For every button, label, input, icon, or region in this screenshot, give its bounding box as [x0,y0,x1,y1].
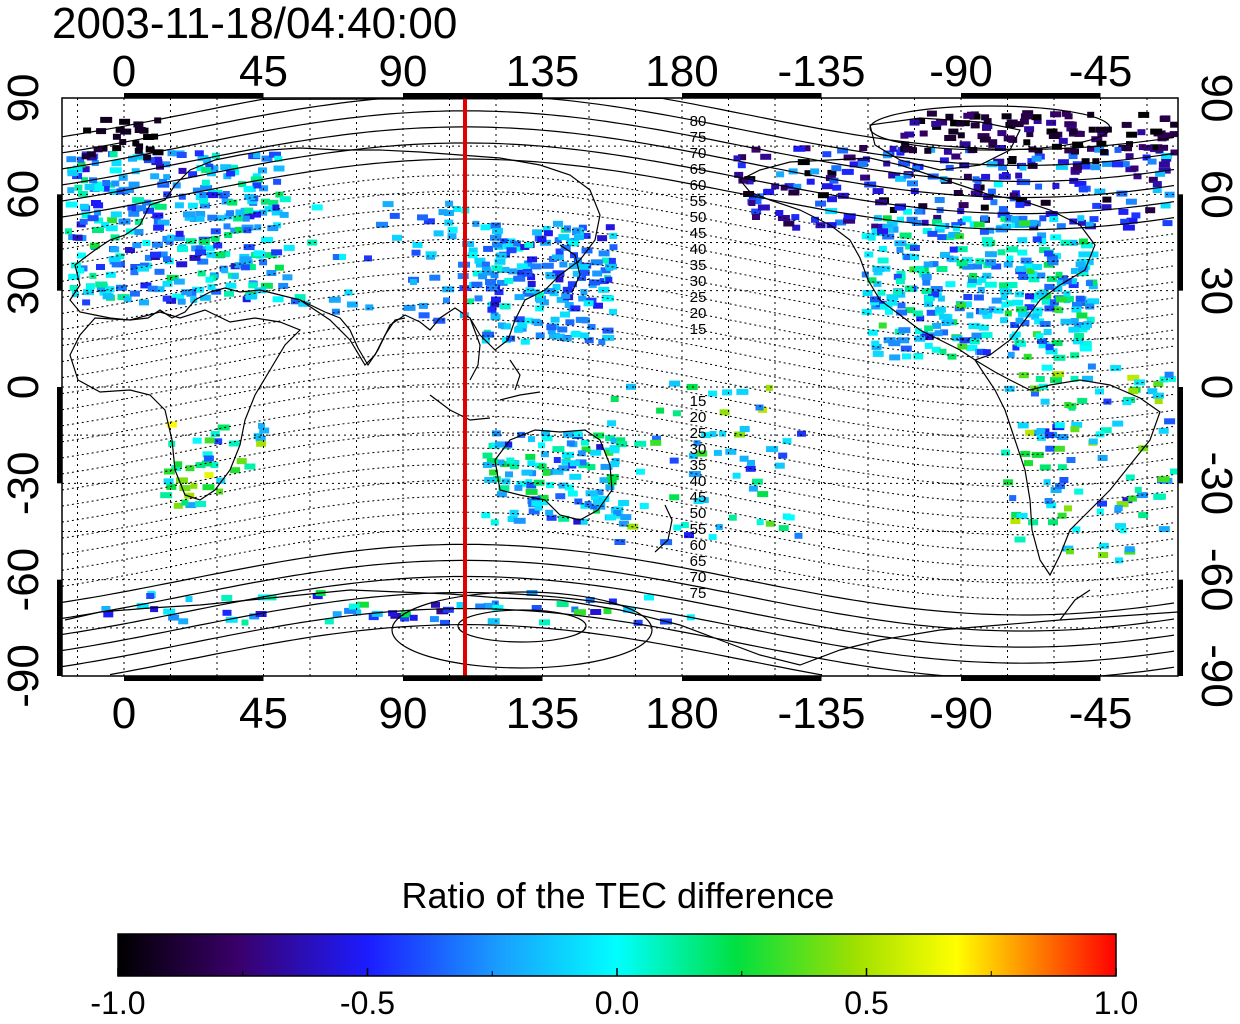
right-lat-tick-label: 60 [1192,170,1240,219]
left-latitude-ticks: 90 60 30 0 -30 -60 -90 [0,74,48,708]
contour-label-north: 45 [690,225,707,242]
colorbar-ticks: -1.0 -0.5 0.0 0.5 1.0 [90,968,1138,1021]
colorbar-tick-label: 0.0 [595,985,639,1021]
right-latitude-ticks: 90 60 30 0 -30 -60 -90 [1192,74,1240,708]
bottom-lon-tick-label: 90 [379,689,428,738]
bottom-lon-tick-label: 0 [112,689,136,738]
contour-label-north: 65 [690,161,707,178]
contour-label-south: 15 [690,393,707,410]
top-lon-tick-label: 90 [379,47,428,96]
right-lat-tick-label: -60 [1192,548,1240,612]
tec-data-cells [65,110,1178,626]
right-lat-tick-label: 30 [1192,266,1240,315]
contour-label-south: 20 [690,409,707,426]
bottom-lon-tick-label: 180 [645,689,718,738]
contour-label-south: 30 [690,441,707,458]
left-lat-tick-label: 30 [0,266,48,315]
top-lon-tick-label: 45 [239,47,288,96]
colorbar-title: Ratio of the TEC difference [402,875,835,916]
bottom-lon-tick-label: -90 [929,689,993,738]
contour-label-north: 70 [690,145,707,162]
contour-label-south: 45 [690,489,707,506]
right-lat-tick-label: 0 [1192,375,1240,399]
top-longitude-ticks: 0 45 90 135 180 -135 -90 -45 [112,47,1133,96]
contour-label-south: 75 [690,585,707,602]
contour-label-north: 15 [690,321,707,338]
right-lat-tick-label: 90 [1192,74,1240,123]
right-lat-tick-label: -30 [1192,452,1240,516]
left-lat-tick-label: -60 [0,548,48,612]
contour-label-south: 65 [690,553,707,570]
top-lon-tick-label: -45 [1069,47,1133,96]
left-lat-tick-label: -90 [0,644,48,708]
contour-label-south: 55 [690,521,707,538]
colorbar-tick-label: 1.0 [1094,985,1138,1021]
frame-tick-bars [57,93,1183,681]
colorbar-tick-label: -1.0 [90,985,145,1021]
left-lat-tick-label: 0 [0,375,48,399]
left-lat-tick-label: 60 [0,170,48,219]
contour-label-south: 25 [690,425,707,442]
contour-label-north: 80 [690,113,707,130]
contour-label-north: 60 [690,177,707,194]
figure-title: 2003-11-18/04:40:00 [52,0,457,48]
contour-label-north: 35 [690,257,707,274]
plot-area: 8075706560555045403530252015152025303540… [62,98,1178,676]
top-lon-tick-label: -135 [777,47,865,96]
bottom-lon-tick-label: 45 [239,689,288,738]
contour-label-north: 50 [690,209,707,226]
top-lon-tick-label: -90 [929,47,993,96]
top-lon-tick-label: 180 [645,47,718,96]
contour-label-south: 70 [690,569,707,586]
contour-label-north: 30 [690,273,707,290]
contour-label-south: 60 [690,537,707,554]
coastlines [64,117,1178,666]
top-lon-tick-label: 135 [506,47,579,96]
graticule-grid [62,98,1178,676]
bottom-longitude-ticks: 0 45 90 135 180 -135 -90 -45 [112,689,1133,738]
contour-label-north: 20 [690,305,707,322]
contour-label-south: 35 [690,457,707,474]
bottom-lon-tick-label: -45 [1069,689,1133,738]
contour-label-south: 50 [690,505,707,522]
contour-label-north: 25 [690,289,707,306]
bottom-lon-tick-label: -135 [777,689,865,738]
contour-label-north: 75 [690,129,707,146]
right-lat-tick-label: -90 [1192,644,1240,708]
colorbar-tick-label: -0.5 [340,985,395,1021]
colorbar-tick-label: 0.5 [844,985,888,1021]
contour-label-north: 40 [690,241,707,258]
top-lon-tick-label: 0 [112,47,136,96]
contour-label-north: 55 [690,193,707,210]
bottom-lon-tick-label: 135 [506,689,579,738]
left-lat-tick-label: 90 [0,74,48,123]
contour-label-south: 40 [690,473,707,490]
left-lat-tick-label: -30 [0,452,48,516]
